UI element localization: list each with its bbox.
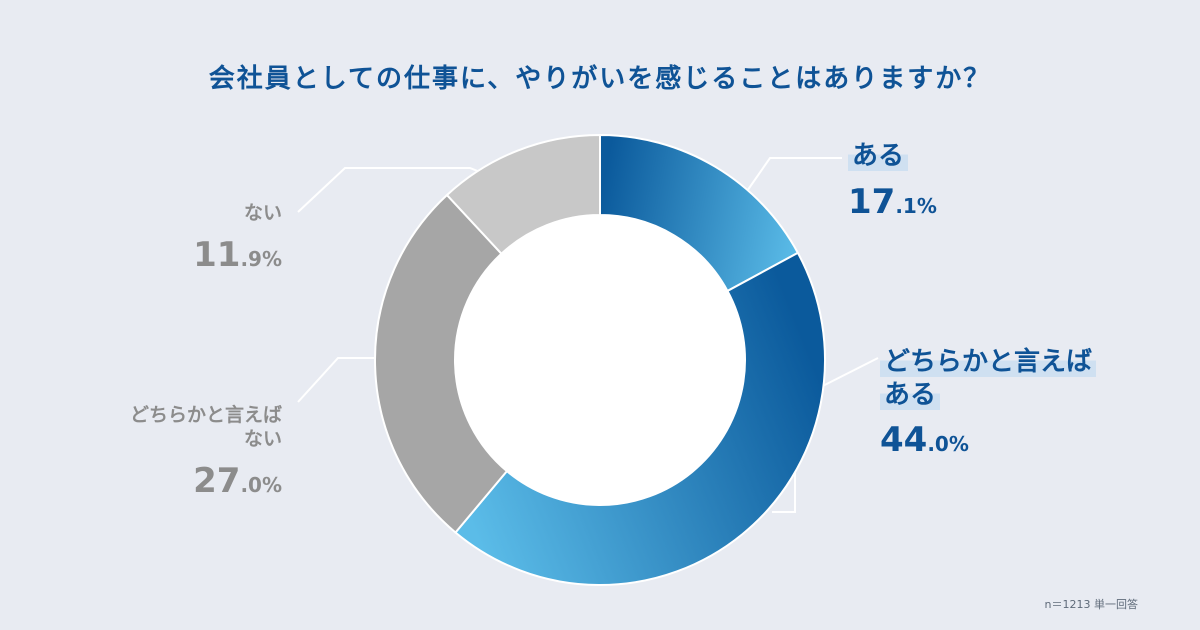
label-aru-name: ある bbox=[848, 140, 937, 173]
label-dochiraka-nai: どちらかと言えば ない 27.0% bbox=[130, 404, 282, 498]
label-nai: ない 11.9% bbox=[193, 202, 282, 272]
footnote: n＝1213 単一回答 bbox=[1044, 598, 1138, 611]
label-aru-value: 17.1% bbox=[848, 181, 937, 222]
label-dochiraka-aru-value: 44.0% bbox=[880, 420, 969, 460]
label-nai-name: ない bbox=[243, 202, 282, 224]
leader-line-aru bbox=[744, 157, 842, 195]
label-dochiraka-nai-name: どちらかと言えば ない bbox=[129, 404, 282, 450]
slice-dochiraka-aru bbox=[454, 251, 826, 586]
chart-title: 会社員としての仕事に、やりがいを感じることはありますか？ bbox=[208, 64, 992, 94]
donut-hole bbox=[455, 215, 745, 505]
label-dochiraka-aru-name: どちらかと言えば ある bbox=[880, 346, 1097, 411]
label-aru: ある 17.1% bbox=[848, 140, 937, 219]
label-dochiraka-aru: どちらかと言えば ある 44.0% bbox=[880, 346, 1097, 460]
label-dochiraka-nai-value: 27.0% bbox=[193, 460, 282, 501]
label-nai-value: 11.9% bbox=[193, 234, 282, 275]
